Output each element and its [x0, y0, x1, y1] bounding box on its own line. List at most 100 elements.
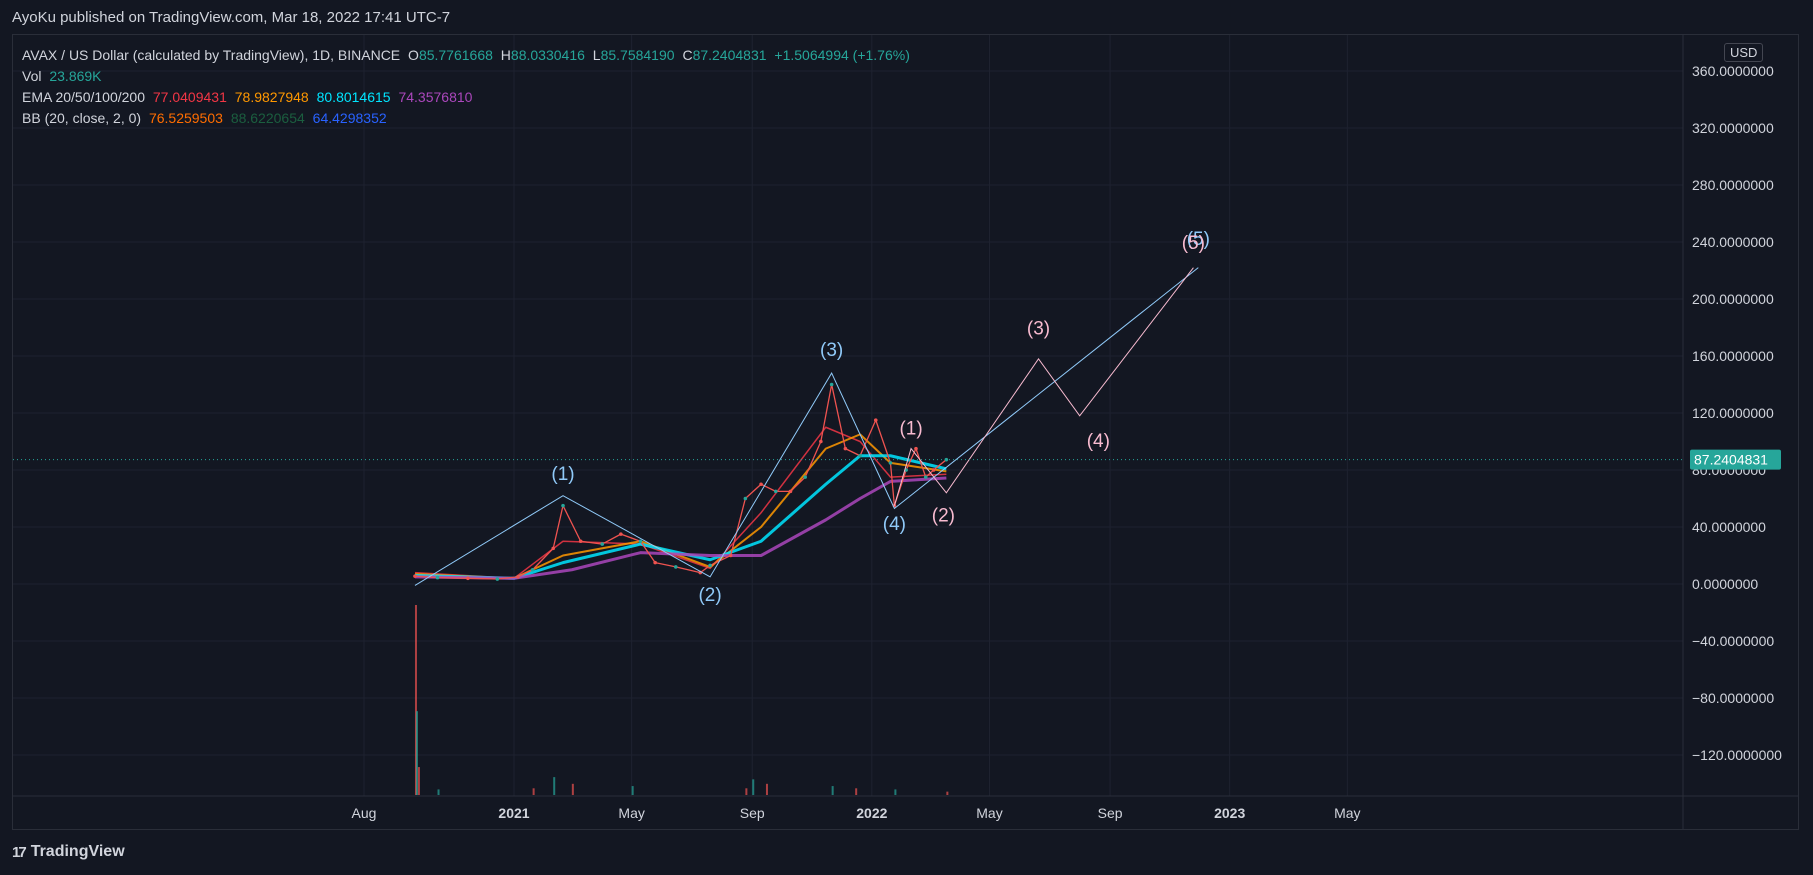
- bb-label: BB (20, close, 2, 0): [22, 110, 142, 126]
- y-axis: 360.0000000 320.0000000 280.0000000 240.000…: [1692, 63, 1782, 763]
- volume-bar: [631, 786, 634, 795]
- price-point: [638, 539, 643, 544]
- price-point: [551, 546, 556, 551]
- price-point: [516, 575, 520, 579]
- vol-value: 23.869K: [49, 68, 102, 84]
- y-tick-label: 360.0000000: [1692, 63, 1774, 79]
- close-label: C87.2404831: [682, 47, 767, 63]
- y-tick-label: 0.0000000: [1692, 576, 1758, 592]
- bb-upper-value: 88.6220654: [230, 110, 305, 126]
- tradingview-logo-icon: 17: [12, 843, 27, 861]
- last-price-tag: 87.2404831: [13, 449, 1781, 470]
- wave-label-pink: (2): [932, 505, 955, 526]
- change-label: +1.5064994 (+1.76%): [774, 47, 910, 63]
- price-point: [728, 553, 733, 558]
- last-price-tag-bg: [1690, 449, 1781, 470]
- wave-label-blue: (2): [698, 585, 721, 606]
- vol-label: Vol: [22, 68, 42, 84]
- symbol-label: AVAX / US Dollar (calculated by TradingV…: [22, 47, 401, 63]
- wave-label-blue: (4): [883, 514, 906, 535]
- price-point: [858, 453, 862, 458]
- y-tick-label: −80.0000000: [1692, 690, 1774, 706]
- ema-line: [414, 433, 947, 580]
- wave-label-blue: (3): [820, 340, 843, 361]
- volume-bar: [437, 789, 440, 795]
- price-point: [413, 574, 417, 578]
- ema50-value: 78.9827948: [234, 89, 309, 105]
- x-tick-label: May: [618, 805, 644, 821]
- ema-line: [414, 454, 947, 580]
- bb-row: BB (20, close, 2, 0) 76.5259503 88.62206…: [22, 108, 914, 129]
- ema100-value: 80.8014615: [316, 89, 391, 105]
- wave-path-blue: [414, 267, 1199, 586]
- wave-path-pink: [893, 267, 1194, 506]
- volume-bar: [745, 788, 748, 795]
- x-tick-label: Sep: [1098, 805, 1123, 821]
- grid: [12, 35, 1799, 830]
- wave-label-pink: (3): [1027, 319, 1050, 340]
- volume-bar: [414, 605, 417, 795]
- x-axis: Aug 2021 May Sep 2022 May Sep 2023 May: [352, 805, 1361, 821]
- ema-lines: [414, 426, 947, 580]
- price-point: [495, 577, 500, 581]
- price-point: [803, 475, 807, 479]
- price-point: [561, 503, 565, 508]
- publisher-header: AyoKu published on TradingView.com, Mar …: [12, 9, 451, 26]
- y-tick-label: 320.0000000: [1692, 120, 1774, 136]
- ema20-value: 77.0409431: [152, 89, 227, 105]
- wave-label-blue: (5): [1187, 229, 1210, 250]
- x-tick-label: May: [1334, 805, 1360, 821]
- ema-label: EMA 20/50/100/200: [22, 89, 145, 105]
- bb-basis-value: 76.5259503: [148, 110, 223, 126]
- x-tick-label: 2022: [856, 805, 887, 821]
- open-label: O85.7761668: [408, 47, 493, 63]
- price-point: [923, 475, 928, 479]
- x-tick-label: Sep: [740, 805, 765, 821]
- ohlc-row: AVAX / US Dollar (calculated by TradingV…: [22, 45, 914, 66]
- low-label: L85.7584190: [592, 47, 675, 63]
- volume-bar: [752, 779, 755, 795]
- elliott-waves: (1) (2) (3) (4) (5) (1) (2) (3) (4) (5): [414, 229, 1210, 606]
- price-point: [829, 382, 834, 387]
- brand-name: TradingView: [30, 843, 125, 860]
- ema-row: EMA 20/50/100/200 77.0409431 78.9827948 …: [22, 87, 914, 108]
- wave-label-pink: (4): [1087, 431, 1110, 452]
- price-point: [843, 446, 848, 451]
- price-point: [873, 418, 878, 422]
- price-point: [708, 563, 712, 568]
- price-point: [600, 542, 605, 546]
- x-tick-label: Aug: [352, 805, 377, 821]
- price-line: [414, 383, 947, 580]
- price-point: [773, 489, 778, 494]
- y-tick-label: 160.0000000: [1692, 348, 1774, 364]
- wave-label-blue: (1): [551, 464, 574, 485]
- bb-lower-value: 64.4298352: [312, 110, 387, 126]
- volume-bar: [831, 786, 834, 795]
- price-point: [931, 468, 936, 472]
- volume-bar: [894, 789, 897, 795]
- wave-label-pink: (5): [1182, 233, 1205, 254]
- chart-frame: [12, 34, 1799, 830]
- y-tick-label: −40.0000000: [1692, 633, 1774, 649]
- price-point: [653, 560, 657, 565]
- price-point: [578, 539, 583, 544]
- y-tick-label: 40.0000000: [1692, 519, 1766, 535]
- price-point: [914, 446, 918, 451]
- volume-bar: [532, 788, 535, 795]
- price-point: [888, 461, 893, 465]
- price-point: [743, 496, 748, 501]
- last-price-tag-label: 87.2404831: [1694, 452, 1768, 468]
- y-tick-label: −120.0000000: [1692, 747, 1782, 763]
- price-point: [944, 457, 949, 462]
- volume-bars: [414, 605, 949, 795]
- price-point: [466, 576, 470, 581]
- price-point: [819, 439, 823, 444]
- wave-label-pink: (1): [899, 418, 922, 439]
- x-tick-label: May: [976, 805, 1002, 821]
- price-point: [530, 567, 535, 572]
- y-tick-label: 120.0000000: [1692, 405, 1774, 421]
- volume-bar: [415, 711, 418, 795]
- chart-legend: AVAX / US Dollar (calculated by TradingV…: [22, 45, 914, 129]
- currency-button[interactable]: USD: [1724, 43, 1764, 62]
